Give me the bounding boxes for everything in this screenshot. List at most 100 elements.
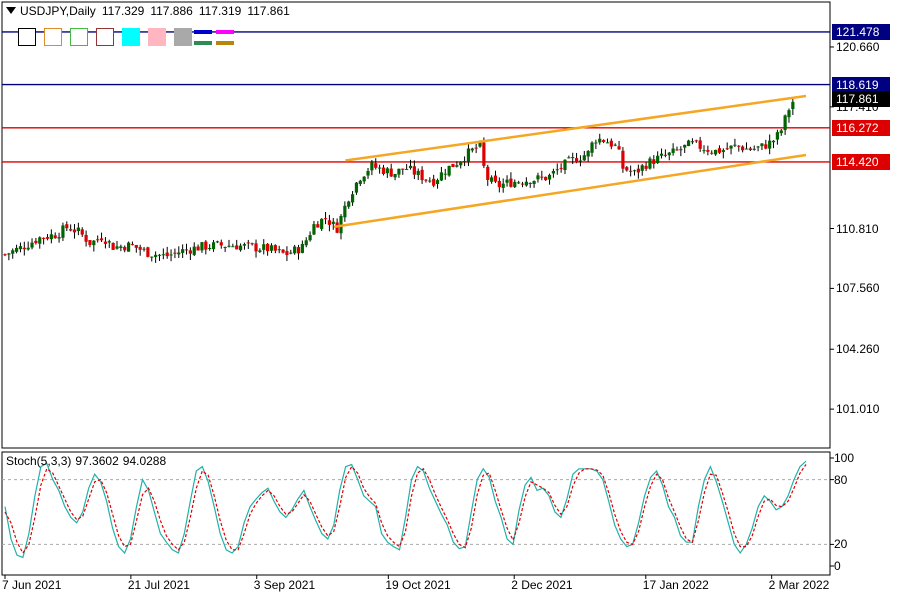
cyan-swatch[interactable] bbox=[122, 28, 140, 46]
candle-body bbox=[381, 167, 386, 174]
candle-body bbox=[702, 150, 706, 152]
black-box-swatch[interactable] bbox=[18, 28, 36, 46]
maroon-box-swatch[interactable] bbox=[96, 28, 114, 46]
candle-body bbox=[80, 229, 84, 235]
candle-body bbox=[231, 246, 235, 248]
x-axis-label: 2 Dec 2021 bbox=[511, 578, 573, 592]
candle-body bbox=[602, 140, 606, 142]
candle-body bbox=[675, 149, 679, 151]
gray-swatch[interactable] bbox=[174, 28, 192, 46]
ohlc-high: 117.886 bbox=[150, 4, 193, 18]
candle-body bbox=[598, 138, 602, 143]
candle-body bbox=[277, 249, 281, 251]
stoch-axis-label: 80 bbox=[834, 472, 848, 487]
candle-body bbox=[505, 179, 509, 183]
candle-body bbox=[26, 247, 30, 250]
y-axis-label: 104.260 bbox=[836, 342, 880, 357]
candle-body bbox=[671, 148, 675, 153]
orange-box-swatch[interactable] bbox=[44, 28, 62, 46]
candle-body bbox=[648, 158, 652, 169]
pink-swatch[interactable] bbox=[148, 28, 166, 46]
candle-body bbox=[327, 220, 332, 225]
stoch-axis-label: 0 bbox=[834, 559, 841, 573]
candle-body bbox=[632, 170, 637, 172]
candle-body bbox=[733, 144, 737, 146]
candle-body bbox=[323, 218, 328, 220]
candle-body bbox=[142, 248, 146, 250]
candle-body bbox=[165, 252, 169, 257]
candle-body bbox=[490, 177, 494, 182]
candle-body bbox=[520, 183, 525, 185]
candle-body bbox=[119, 246, 123, 249]
candle-body bbox=[45, 237, 50, 239]
candle-body bbox=[517, 182, 521, 184]
stoch-header: Stoch(5,3,3) 97.3602 94.0288 bbox=[6, 454, 170, 468]
teal-line-swatch[interactable] bbox=[194, 41, 212, 45]
candle-body bbox=[540, 176, 544, 178]
x-axis-label: 19 Oct 2021 bbox=[385, 578, 451, 592]
green-box-swatch[interactable] bbox=[70, 28, 88, 46]
candle-body bbox=[378, 167, 382, 169]
candle-body bbox=[779, 130, 783, 134]
y-axis-label: 107.560 bbox=[836, 281, 880, 296]
y-axis-label: 120.660 bbox=[836, 39, 880, 54]
candle-body bbox=[536, 175, 540, 180]
ohlc-open: 117.329 bbox=[101, 4, 145, 18]
candle-body bbox=[625, 167, 629, 171]
candle-body bbox=[215, 241, 220, 243]
candle-body bbox=[721, 150, 725, 152]
magenta-line-swatch[interactable] bbox=[216, 30, 234, 34]
candle-body bbox=[509, 178, 513, 187]
trend-channel-line bbox=[333, 153, 807, 229]
candle-body bbox=[370, 162, 374, 171]
candle-body bbox=[497, 180, 501, 188]
candle-body bbox=[227, 245, 231, 247]
candle-body bbox=[30, 242, 34, 248]
candle-body bbox=[567, 157, 571, 159]
candle-body bbox=[192, 246, 196, 255]
candle-body bbox=[412, 166, 416, 175]
candle-body bbox=[663, 154, 667, 156]
candle-body bbox=[656, 155, 660, 164]
candle-body bbox=[107, 241, 111, 243]
candle-body bbox=[466, 148, 471, 162]
candle-body bbox=[555, 169, 559, 171]
candle-body bbox=[636, 168, 640, 173]
chart-header: USDJPY,Daily 117.329 117.886 117.319 117.861 bbox=[6, 4, 296, 18]
candle-body bbox=[354, 182, 359, 193]
candle-body bbox=[694, 140, 698, 142]
stoch-main-value: 97.3602 bbox=[75, 454, 119, 468]
candle-body bbox=[455, 165, 459, 167]
candle-body bbox=[169, 254, 173, 256]
candle-body bbox=[478, 141, 482, 147]
candle-body bbox=[289, 252, 293, 254]
price-level-tag: 114.420 bbox=[832, 153, 890, 170]
candle-body bbox=[764, 144, 768, 149]
candle-body bbox=[401, 168, 405, 170]
candle-body bbox=[629, 170, 633, 172]
candle-body bbox=[262, 244, 266, 250]
olive-line-swatch[interactable] bbox=[216, 41, 234, 45]
candle-body bbox=[408, 165, 413, 169]
candle-body bbox=[462, 161, 467, 163]
candle-body bbox=[184, 249, 189, 251]
candle-body bbox=[196, 246, 200, 251]
candle-body bbox=[644, 165, 648, 169]
candle-body bbox=[84, 234, 88, 242]
dropdown-triangle-icon[interactable] bbox=[6, 7, 16, 14]
candle-body bbox=[235, 245, 239, 250]
candle-body bbox=[443, 173, 447, 175]
stoch-axis-label: 20 bbox=[834, 537, 848, 552]
candle-body bbox=[293, 246, 297, 254]
candle-body bbox=[725, 148, 729, 150]
blue-line-swatch[interactable] bbox=[194, 30, 212, 34]
candle-body bbox=[717, 148, 722, 153]
candle-body bbox=[563, 159, 567, 171]
candle-body bbox=[269, 245, 274, 251]
stochastic-oscillator bbox=[2, 457, 834, 567]
candle-body bbox=[710, 152, 714, 154]
candle-body bbox=[69, 229, 73, 231]
candle-body bbox=[613, 144, 617, 146]
candle-body bbox=[300, 243, 304, 253]
